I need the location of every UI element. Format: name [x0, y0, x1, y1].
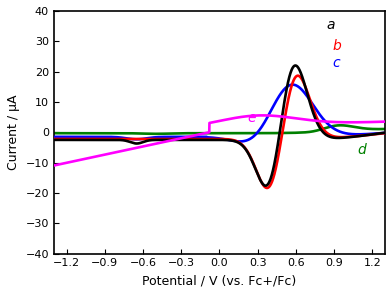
- Text: $b$: $b$: [332, 39, 342, 54]
- Text: $c$: $c$: [332, 56, 341, 70]
- Text: $a$: $a$: [327, 18, 336, 32]
- X-axis label: Potential / V (vs. Fc+/Fc): Potential / V (vs. Fc+/Fc): [142, 274, 297, 287]
- Text: $e$: $e$: [247, 111, 258, 125]
- Text: $d$: $d$: [357, 141, 368, 156]
- Y-axis label: Current / μA: Current / μA: [7, 95, 20, 170]
